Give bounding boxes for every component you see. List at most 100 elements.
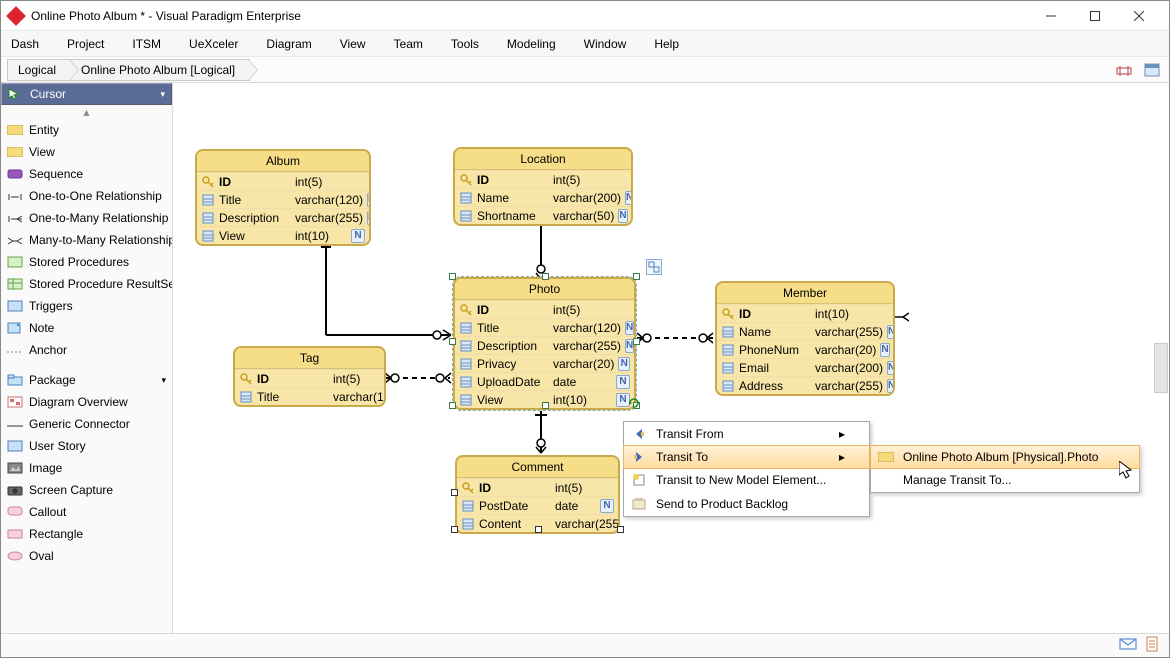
column-type: varchar(255) [815,325,883,339]
close-button[interactable] [1117,2,1161,30]
column-name: ID [219,175,291,189]
entity-column-row[interactable]: Emailvarchar(200)N [717,358,893,376]
selection-handle[interactable] [633,338,640,345]
rotate-handle[interactable] [628,397,640,409]
entity-column-row[interactable]: IDint(10) [717,304,893,322]
entity-column-row[interactable]: IDint(5) [457,478,618,496]
selection-handle[interactable] [451,489,458,496]
title-bar: Online Photo Album * - Visual Paradigm E… [1,1,1169,31]
entity-column-row[interactable]: Titlevarchar(120)N [197,190,369,208]
tool-stored-procedures[interactable]: Stored Procedures [1,251,172,273]
entity-column-row[interactable]: Shortnamevarchar(50)N [455,206,631,224]
entity-column-row[interactable]: IDint(5) [197,172,369,190]
toolbar-icon-2[interactable] [1141,59,1163,81]
tool-package[interactable]: Package▾ [1,369,172,391]
tool-triggers[interactable]: Triggers [1,295,172,317]
selection-handle[interactable] [449,273,456,280]
column-type: int(10) [553,393,612,407]
entity-column-row[interactable]: Descriptionvarchar(255)N [197,208,369,226]
resource-icon[interactable] [646,259,662,275]
tool-sequence[interactable]: Sequence [1,163,172,185]
column-name: PostDate [479,499,551,513]
minimize-button[interactable] [1029,2,1073,30]
selection-handle[interactable] [449,338,456,345]
tool-user-story[interactable]: User Story [1,435,172,457]
toolbar-icon-1[interactable] [1113,59,1135,81]
entity-column-row[interactable]: Titlevarchar(120)N [235,387,384,405]
document-icon[interactable] [1145,636,1159,655]
tool-screen-capture[interactable]: Screen Capture [1,479,172,501]
diagram-canvas[interactable]: AlbumIDint(5)Titlevarchar(120)NDescripti… [173,83,1169,635]
entity-column-row[interactable]: Addressvarchar(255)N [717,376,893,394]
context-menu-item[interactable]: Transit From▸ [624,422,869,446]
tool-diagram-overview[interactable]: Diagram Overview [1,391,172,413]
entity-column-row[interactable]: IDint(5) [455,170,631,188]
selection-handle[interactable] [542,273,549,280]
maximize-button[interactable] [1073,2,1117,30]
tool-generic-connector[interactable]: Generic Connector [1,413,172,435]
menu-project[interactable]: Project [67,37,104,51]
tool-callout[interactable]: Callout [1,501,172,523]
context-menu-item[interactable]: Send to Product Backlog [624,492,869,516]
tool-cursor[interactable]: Cursor ▾ [1,83,172,105]
entity-member[interactable]: MemberIDint(10)Namevarchar(255)NPhoneNum… [715,281,895,396]
menu-window[interactable]: Window [584,37,627,51]
selection-handle[interactable] [451,526,458,533]
breadcrumb-logical[interactable]: Logical [7,59,71,81]
menu-tools[interactable]: Tools [451,37,479,51]
tool-anchor[interactable]: Anchor [1,339,172,361]
tool-stored-procedure-resultset[interactable]: Stored Procedure ResultSet [1,273,172,295]
entity-column-row[interactable]: Namevarchar(200)N [455,188,631,206]
menu-help[interactable]: Help [654,37,679,51]
context-menu-item[interactable]: Transit To▸ [623,445,870,469]
entity-column-row[interactable]: Descriptionvarchar(255)N [455,336,634,354]
entity-column-row[interactable]: Viewint(10)N [197,226,369,244]
menu-dash[interactable]: Dash [11,37,39,51]
context-submenu-item[interactable]: Online Photo Album [Physical].Photo [870,445,1140,469]
palette-collapse-icon[interactable]: ▴ [1,105,172,119]
menu-uexceler[interactable]: UeXceler [189,37,238,51]
entity-comment[interactable]: CommentIDint(5)PostDatedateNContentvarch… [455,455,620,534]
selection-handle[interactable] [617,526,624,533]
entity-column-row[interactable]: PostDatedateN [457,496,618,514]
tool-view[interactable]: View [1,141,172,163]
entity-column-row[interactable]: Titlevarchar(120)N [455,318,634,336]
entity-column-row[interactable]: Privacyvarchar(20)N [455,354,634,372]
tool-one-to-many[interactable]: One-to-Many Relationship [1,207,172,229]
column-name: Name [477,191,549,205]
tool-note[interactable]: Note [1,317,172,339]
selection-handle[interactable] [449,402,456,409]
window-title: Online Photo Album * - Visual Paradigm E… [31,9,1029,23]
selection-handle[interactable] [535,526,542,533]
menu-itsm[interactable]: ITSM [132,37,161,51]
tool-rectangle[interactable]: Rectangle [1,523,172,545]
entity-location[interactable]: LocationIDint(5)Namevarchar(200)NShortna… [453,147,633,226]
entity-column-row[interactable]: IDint(5) [235,369,384,387]
entity-column-row[interactable]: PhoneNumvarchar(20)N [717,340,893,358]
tool-label: Triggers [29,299,73,313]
vertical-scrollbar[interactable] [1154,343,1168,393]
entity-album[interactable]: AlbumIDint(5)Titlevarchar(120)NDescripti… [195,149,371,246]
entity-column-row[interactable]: IDint(5) [455,300,634,318]
tool-oval[interactable]: Oval [1,545,172,567]
menu-modeling[interactable]: Modeling [507,37,556,51]
tool-one-to-one[interactable]: One-to-One Relationship [1,185,172,207]
context-submenu-item[interactable]: Manage Transit To... [871,468,1139,492]
mail-icon[interactable] [1119,637,1137,654]
tool-many-to-many[interactable]: Many-to-Many Relationship [1,229,172,251]
menu-view[interactable]: View [340,37,366,51]
tool-entity[interactable]: Entity [1,119,172,141]
column-name: UploadDate [477,375,549,389]
menu-team[interactable]: Team [394,37,423,51]
selection-handle[interactable] [542,402,549,409]
entity-column-row[interactable]: UploadDatedateN [455,372,634,390]
entity-tag[interactable]: TagIDint(5)Titlevarchar(120)N [233,346,386,407]
entity-photo[interactable]: PhotoIDint(5)Titlevarchar(120)NDescripti… [453,277,636,410]
tool-image[interactable]: Image [1,457,172,479]
entity-column-row[interactable]: Namevarchar(255)N [717,322,893,340]
context-menu-item[interactable]: Transit to New Model Element... [624,468,869,492]
menu-diagram[interactable]: Diagram [266,37,311,51]
entity-header: Album [197,151,369,172]
selection-handle[interactable] [633,273,640,280]
breadcrumb-diagram[interactable]: Online Photo Album [Logical] [70,59,250,81]
